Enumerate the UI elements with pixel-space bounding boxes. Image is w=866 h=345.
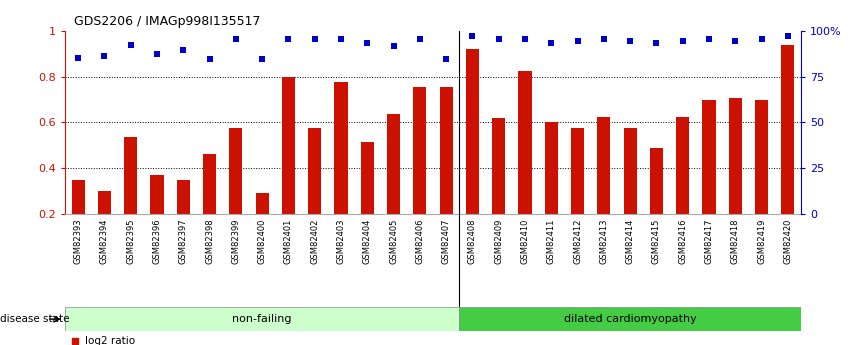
Point	[781, 33, 795, 38]
Point	[360, 40, 374, 46]
Bar	[65, 307, 459, 331]
Text: GSM82399: GSM82399	[231, 219, 241, 264]
Point	[492, 37, 506, 42]
Bar	[281, 77, 295, 214]
Text: GSM82413: GSM82413	[599, 219, 609, 264]
Bar	[598, 117, 611, 214]
Point	[150, 51, 164, 57]
Text: GSM82401: GSM82401	[284, 219, 293, 264]
Text: GSM82395: GSM82395	[126, 219, 135, 264]
Bar	[334, 82, 347, 214]
Text: GDS2206 / IMAGp998I135517: GDS2206 / IMAGp998I135517	[74, 14, 260, 28]
Point	[334, 37, 348, 42]
Text: GSM82410: GSM82410	[520, 219, 529, 264]
Text: GSM82416: GSM82416	[678, 219, 688, 264]
Text: disease state: disease state	[0, 314, 69, 324]
Text: non-failing: non-failing	[232, 314, 292, 324]
Point	[124, 42, 138, 48]
Point	[754, 37, 768, 42]
Point	[518, 37, 532, 42]
Bar	[72, 180, 85, 214]
Text: GSM82407: GSM82407	[442, 219, 450, 264]
Text: GSM82396: GSM82396	[152, 219, 161, 264]
Bar	[440, 87, 453, 214]
Text: GSM82397: GSM82397	[178, 219, 188, 264]
Point	[597, 37, 611, 42]
Text: GSM82402: GSM82402	[310, 219, 320, 264]
Bar	[98, 191, 111, 214]
Bar	[124, 137, 137, 214]
Bar	[361, 142, 374, 214]
Bar	[624, 128, 637, 214]
Text: GSM82398: GSM82398	[205, 219, 214, 264]
Text: GSM82420: GSM82420	[784, 219, 792, 264]
Text: GSM82405: GSM82405	[389, 219, 398, 264]
Text: GSM82394: GSM82394	[100, 219, 109, 264]
Point	[466, 33, 480, 38]
Point	[624, 38, 637, 44]
Text: GSM82404: GSM82404	[363, 219, 372, 264]
Bar	[492, 118, 505, 214]
Bar	[413, 87, 426, 214]
Bar	[755, 100, 768, 214]
Text: GSM82412: GSM82412	[573, 219, 582, 264]
Text: GSM82400: GSM82400	[257, 219, 267, 264]
Bar	[459, 307, 801, 331]
Point	[439, 57, 453, 62]
Point	[728, 38, 742, 44]
Point	[255, 57, 269, 62]
Point	[545, 40, 559, 46]
Bar	[781, 45, 794, 214]
Bar	[571, 128, 585, 214]
Text: GSM82418: GSM82418	[731, 219, 740, 264]
Text: GSM82419: GSM82419	[757, 219, 766, 264]
Point	[71, 55, 85, 60]
Bar	[729, 98, 742, 214]
Bar	[519, 71, 532, 214]
Point	[307, 37, 321, 42]
Point	[702, 37, 716, 42]
Text: GSM82414: GSM82414	[625, 219, 635, 264]
Point	[177, 48, 191, 53]
Legend: log2 ratio, percentile rank within the sample: log2 ratio, percentile rank within the s…	[70, 336, 261, 345]
Point	[281, 37, 295, 42]
Bar	[308, 128, 321, 214]
Point	[229, 37, 242, 42]
Text: GSM82393: GSM82393	[74, 219, 82, 264]
Bar	[229, 128, 242, 214]
Bar	[466, 49, 479, 214]
Bar	[387, 115, 400, 214]
Text: GSM82417: GSM82417	[705, 219, 714, 264]
Point	[413, 37, 427, 42]
Bar	[255, 193, 268, 214]
Bar	[702, 100, 715, 214]
Text: GSM82415: GSM82415	[652, 219, 661, 264]
Bar	[545, 122, 558, 214]
Bar	[177, 180, 190, 214]
Text: GSM82403: GSM82403	[337, 219, 346, 264]
Text: GSM82408: GSM82408	[468, 219, 477, 264]
Bar	[151, 175, 164, 214]
Bar	[650, 148, 663, 214]
Point	[571, 38, 585, 44]
Point	[203, 57, 216, 62]
Text: GSM82411: GSM82411	[546, 219, 556, 264]
Point	[386, 43, 400, 48]
Point	[98, 53, 112, 59]
Text: GSM82409: GSM82409	[494, 219, 503, 264]
Text: GSM82406: GSM82406	[416, 219, 424, 264]
Text: dilated cardiomyopathy: dilated cardiomyopathy	[564, 314, 696, 324]
Point	[675, 38, 689, 44]
Bar	[676, 117, 689, 214]
Bar	[203, 155, 216, 214]
Point	[650, 40, 663, 46]
